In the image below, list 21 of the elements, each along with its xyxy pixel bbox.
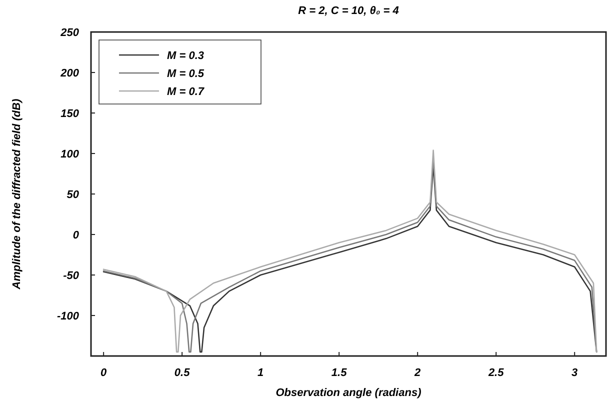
legend-label: M = 0.7 <box>167 86 205 98</box>
y-tick-label: 50 <box>66 189 80 201</box>
chart-title: R = 2, C = 10, θ₀ = 4 <box>298 5 399 17</box>
y-tick-label: 250 <box>60 27 80 39</box>
x-tick-label: 3 <box>572 367 578 379</box>
y-tick-label: 200 <box>60 68 80 80</box>
x-tick-label: 0.5 <box>174 367 191 379</box>
y-tick-label: 100 <box>60 148 80 160</box>
y-tick-label: -100 <box>56 310 80 322</box>
x-tick-label: 0 <box>100 367 108 379</box>
y-tick-label: 150 <box>60 108 80 120</box>
x-axis-title: Observation angle (radians) <box>276 387 422 399</box>
x-tick-label: 1.5 <box>331 367 348 379</box>
legend-label: M = 0.5 <box>167 68 205 80</box>
legend-label: M = 0.3 <box>167 50 204 62</box>
x-tick-label: 2 <box>414 367 421 379</box>
y-tick-label: 0 <box>72 230 80 242</box>
y-axis-title: Amplitude of the diffracted field (dB) <box>11 98 23 290</box>
x-tick-label: 2.5 <box>487 367 505 379</box>
x-tick-label: 1 <box>258 367 264 379</box>
y-tick-label: -50 <box>63 270 80 282</box>
